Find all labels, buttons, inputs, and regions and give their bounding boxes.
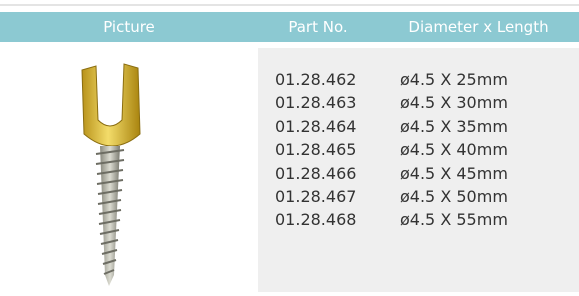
dimension: ø4.5 X 50mm	[400, 187, 508, 207]
dimension: ø4.5 X 45mm	[400, 164, 508, 184]
part-number: 01.28.466	[275, 164, 356, 184]
part-number: 01.28.464	[275, 117, 356, 137]
header-cell: Picture	[0, 12, 258, 42]
header-cell: Diameter x Length	[378, 12, 579, 42]
top-rule	[0, 4, 579, 6]
dimension: ø4.5 X 40mm	[400, 140, 508, 160]
dimension: ø4.5 X 25mm	[400, 70, 508, 90]
dimension: ø4.5 X 35mm	[400, 117, 508, 137]
part-number: 01.28.467	[275, 187, 356, 207]
screw-image	[60, 50, 170, 290]
part-number: 01.28.462	[275, 70, 356, 90]
page: Picture Part No. Diameter x Length 01.28…	[0, 0, 579, 296]
dimension: ø4.5 X 30mm	[400, 93, 508, 113]
part-number: 01.28.465	[275, 140, 356, 160]
part-number: 01.28.468	[275, 210, 356, 230]
part-number: 01.28.463	[275, 93, 356, 113]
dimension: ø4.5 X 55mm	[400, 210, 508, 230]
header-cell: Part No.	[258, 12, 378, 42]
header-row: Picture Part No. Diameter x Length	[0, 12, 579, 42]
